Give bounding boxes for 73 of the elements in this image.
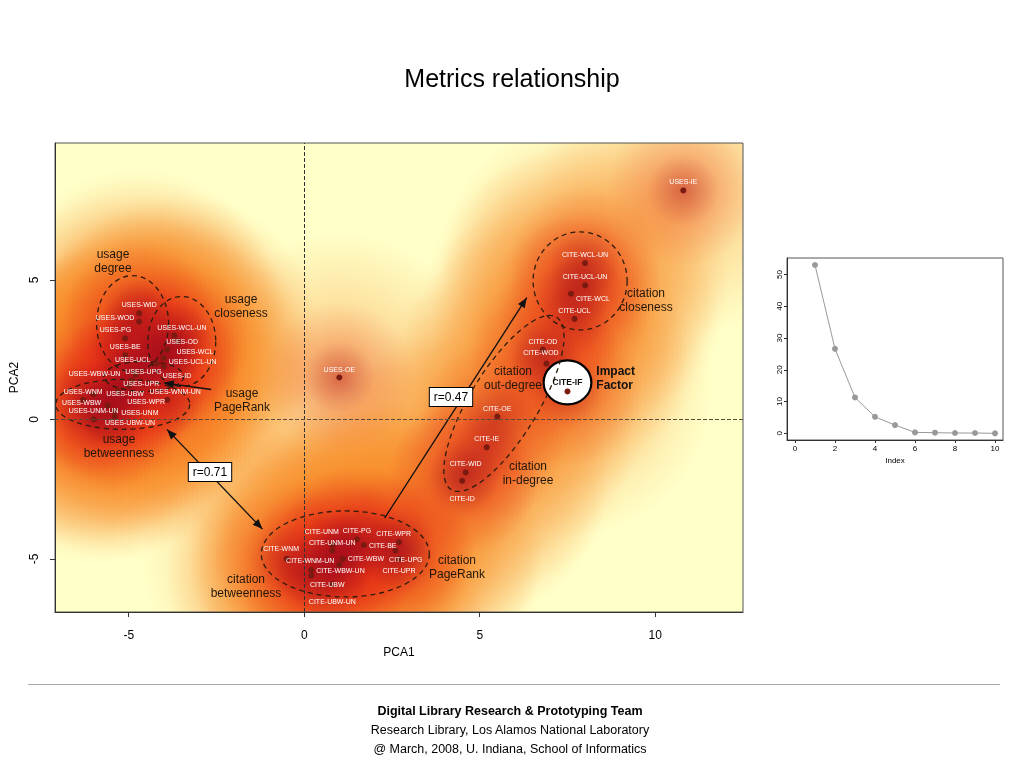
point [568,290,574,297]
y-axis-title: PCA2 [7,361,22,394]
x-tick-label: 10 [990,443,1000,453]
point [892,422,898,429]
y-tick-label: 40 [774,301,784,311]
annotation: usage PageRank [213,386,272,414]
point [932,429,938,436]
annotation: r=0.71 [192,465,228,479]
annotation: citation PageRank [428,553,487,581]
text: Impact Factor [596,364,636,393]
point [812,261,818,268]
point [582,282,589,289]
x-tick-label: 0 [300,628,308,642]
y-tick-label: 20 [774,364,784,375]
point [483,444,490,451]
annotation: citation in-degree [502,459,554,487]
text: @ March, 2008, U. Indiana, School of Informatics [372,741,648,758]
point [153,360,160,367]
point [852,394,858,401]
point [543,360,550,367]
point [164,396,171,403]
x-tick-label: 0 [792,443,798,453]
point [160,354,167,361]
point [308,572,315,579]
point [972,430,978,437]
x-tick-label: -5 [123,628,135,642]
annotation: usage betweenness [83,432,155,460]
y-tick-label: 50 [774,269,784,279]
y-tick-label: 0 [774,430,784,436]
y-tick-label: 30 [774,333,784,343]
x-axis-title: Index [885,456,905,466]
y-tick-label: 0 [27,415,41,423]
annotation: usage degree [94,247,132,275]
x-tick-label: 10 [648,628,663,642]
x-tick-label: 6 [912,443,918,453]
point [171,332,178,339]
y-tick-label: 5 [27,276,41,284]
annotation: citation closeness [619,286,673,314]
annotation: r=0.47 [433,390,469,404]
point [164,346,171,353]
text: Research Library, Los Alamos National Laboratory [369,722,651,739]
point [992,430,998,437]
y-tick-label: -5 [27,553,41,565]
point [582,260,589,267]
point [912,429,918,436]
point [339,555,346,562]
point [396,539,402,546]
point [136,318,143,325]
x-tick-label: 4 [872,443,878,453]
data-label: CITE-IF [552,377,583,388]
point [122,335,129,342]
point [571,315,578,322]
point [459,477,466,484]
point [462,469,469,476]
chart-title: Metrics relationship [404,63,620,92]
point [832,345,838,352]
y-tick-label: 10 [774,396,784,407]
x-tick-label: 8 [952,443,958,453]
annotation: usage closeness [214,292,268,320]
x-tick-label: 5 [476,628,484,642]
point [111,413,118,420]
annotation: citation out-degree [483,364,543,392]
point [952,430,958,437]
x-axis-title: PCA1 [383,644,415,659]
x-tick-label: 2 [832,443,838,453]
point [136,310,143,317]
text: Digital Library Research & Prototyping Team [376,703,644,720]
point [360,542,367,548]
point [160,363,167,370]
point [308,567,315,574]
point [564,388,571,395]
annotation: citation betweenness [210,572,282,600]
point [872,413,878,420]
